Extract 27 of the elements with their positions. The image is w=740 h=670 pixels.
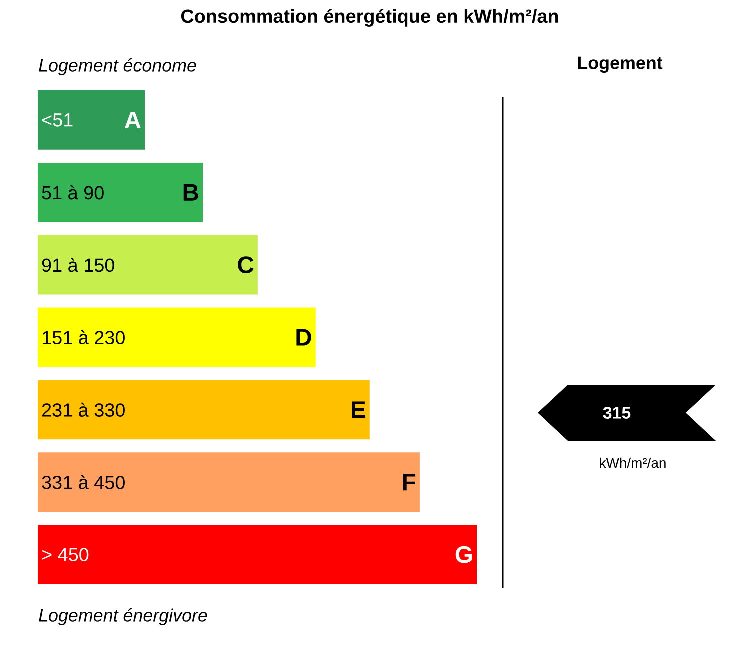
annotation: 51 à 90 [42,186,104,200]
y-tick-label: B [184,184,198,201]
y-tick-label: D [296,329,312,346]
text: Logement énergivore [39,608,208,626]
annotation: 231 à 330 [42,402,125,417]
text: Logement [578,56,663,74]
y-tick-label: E [352,402,366,418]
y-tick-label: C [238,256,254,274]
annotation: 151 à 230 [42,330,125,345]
y-tick-label: A [124,112,141,128]
bar [38,308,316,368]
annotation: 91 à 150 [42,258,114,272]
annotation: 331 à 450 [42,475,125,490]
bar [38,452,420,512]
chart-title: Consommation énergétique en kWh/m²/an [181,9,558,27]
bar [38,162,204,222]
bar [38,525,478,584]
bar [38,235,258,295]
text: Logement économe [39,58,196,76]
bar [38,380,370,440]
annotation: > 450 [42,548,89,562]
y-tick-label: G [456,546,472,564]
bar [38,90,146,150]
text: kWh/m²/an [600,458,666,468]
annotation: <51 [42,114,73,127]
text: 315 [603,406,631,419]
y-tick-label: F [403,474,416,491]
